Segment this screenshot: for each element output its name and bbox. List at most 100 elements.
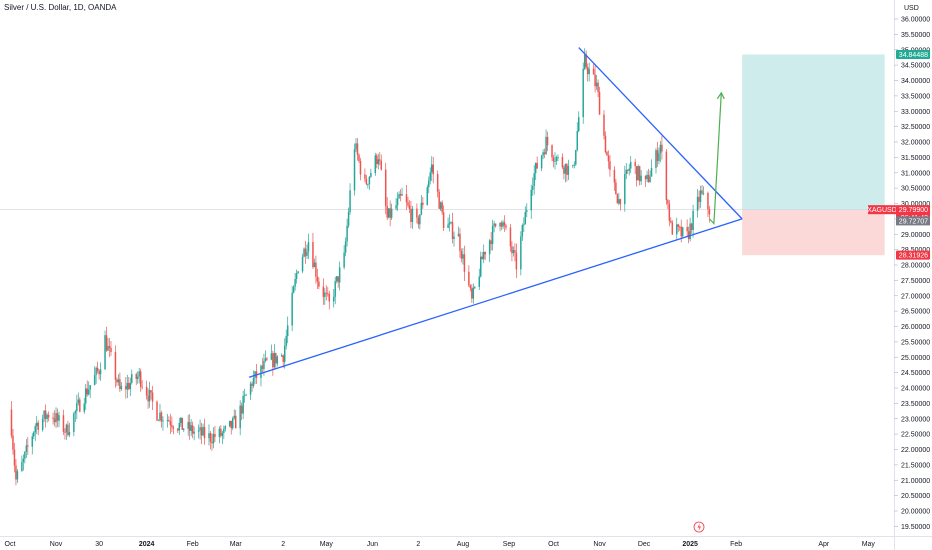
candle-328	[690, 222, 693, 234]
candle-body	[545, 136, 547, 155]
resistance-trendline	[578, 47, 743, 220]
candle-body	[150, 390, 152, 393]
candle-117	[252, 370, 255, 389]
candle-body	[408, 205, 411, 209]
candle-247	[523, 217, 525, 233]
candle-227	[481, 251, 483, 260]
candle-28	[67, 420, 69, 437]
candle-124	[266, 356, 268, 361]
candle-193	[410, 201, 412, 229]
candle-1	[12, 428, 14, 455]
x-tick-label: May	[862, 541, 876, 548]
candle-249	[526, 203, 528, 218]
candle-248	[524, 206, 527, 225]
candle-body	[160, 412, 163, 422]
candle-158	[337, 276, 339, 288]
candle-body	[145, 386, 148, 396]
candle-19	[47, 411, 50, 422]
candle-44	[99, 362, 102, 381]
candle-body	[604, 135, 607, 152]
candle-273	[576, 122, 579, 152]
candle-41	[95, 366, 97, 384]
candle-13	[35, 415, 38, 435]
candle-60	[135, 372, 137, 386]
candle-47	[107, 337, 109, 351]
loss-zone	[742, 209, 885, 256]
candle-body	[214, 433, 216, 437]
y-tick-label: 26.50000	[901, 309, 930, 316]
candle-body	[447, 224, 449, 229]
candle-39	[89, 385, 91, 399]
candle-body	[417, 217, 420, 225]
candle-body	[689, 223, 691, 240]
x-tick-label: 2	[416, 541, 420, 548]
candle-body	[634, 161, 636, 167]
candle-body	[346, 225, 348, 242]
candle-137	[294, 273, 296, 291]
candle-body	[665, 151, 668, 201]
candle-body	[502, 222, 504, 227]
price-tags: 34.84488XAGUSD29.7990006:41:4229.7270728…	[867, 50, 930, 260]
candle-body	[677, 224, 679, 227]
candle-body	[468, 271, 470, 286]
candle-body	[126, 382, 129, 390]
candle-296	[625, 163, 628, 180]
candle-170	[364, 168, 366, 183]
y-tick-label: 25.50000	[901, 339, 930, 346]
candle-326	[687, 226, 690, 244]
candle-301	[635, 165, 638, 187]
candle-289	[609, 155, 611, 177]
y-tick-label: 20.50000	[901, 493, 930, 500]
candle-234	[494, 223, 497, 228]
candle-body	[33, 432, 35, 437]
price-axis[interactable]: 36.0000035.5000035.0000034.5000034.00000…	[894, 0, 930, 550]
candle-body	[316, 276, 319, 282]
candle-197	[419, 214, 421, 230]
candle-body	[178, 423, 181, 431]
candle-body	[159, 412, 161, 421]
candle-body	[172, 427, 175, 429]
candle-175	[374, 152, 377, 176]
candle-body	[203, 426, 206, 439]
candle-65	[145, 380, 148, 400]
candle-body	[181, 417, 184, 430]
candle-body	[462, 254, 464, 259]
candle-body	[561, 157, 564, 168]
candle-187	[398, 191, 400, 199]
time-axis[interactable]: Oct Nov 30 2024 Feb Mar 2 May Jun 2 Aug Sep Oct Nov De…	[0, 521, 932, 548]
candle-287	[606, 151, 608, 156]
candle-144	[307, 233, 310, 259]
candle-body	[180, 417, 182, 424]
candle-103	[223, 425, 225, 440]
candle-35	[83, 397, 85, 414]
candle-body	[597, 82, 599, 93]
candle-body	[104, 335, 106, 370]
candle-55	[125, 376, 127, 399]
candle-306	[646, 170, 648, 183]
candle-body	[514, 250, 516, 253]
candle-body	[491, 225, 494, 245]
candle-body	[524, 211, 527, 225]
candle-body	[119, 379, 121, 390]
candle-214	[453, 231, 455, 247]
candle-body	[655, 150, 657, 168]
candle-body	[338, 267, 341, 283]
candle-278	[586, 63, 589, 82]
candle-134	[286, 316, 289, 344]
candle-body	[542, 152, 544, 156]
candle-body	[646, 174, 648, 180]
candle-body	[292, 286, 295, 293]
candle-body	[304, 248, 307, 256]
candle-body	[55, 413, 57, 423]
candle-238	[503, 215, 506, 232]
candle-198	[420, 194, 423, 216]
candle-body	[116, 379, 118, 383]
candle-body	[379, 159, 381, 161]
candle-223	[472, 283, 475, 304]
candle-body	[58, 415, 60, 421]
x-tick-label: Nov	[50, 541, 63, 548]
candle-22	[55, 407, 57, 428]
candle-25	[62, 409, 65, 436]
candle-150	[322, 278, 325, 305]
